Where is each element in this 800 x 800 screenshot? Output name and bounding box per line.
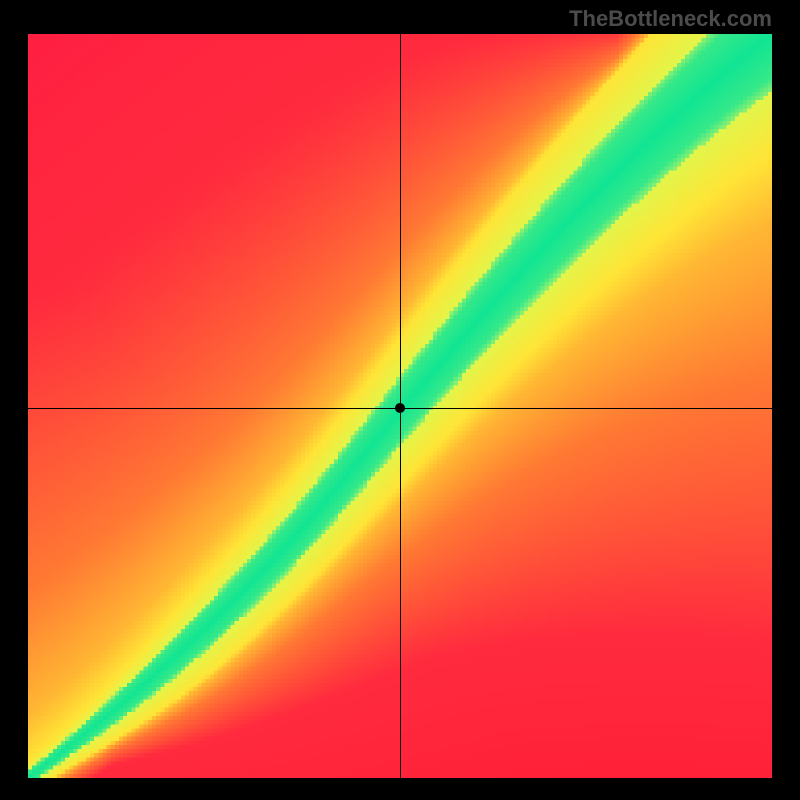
chart-container: { "source_watermark": { "text": "TheBott… (0, 0, 800, 800)
watermark-text: TheBottleneck.com (569, 6, 772, 32)
